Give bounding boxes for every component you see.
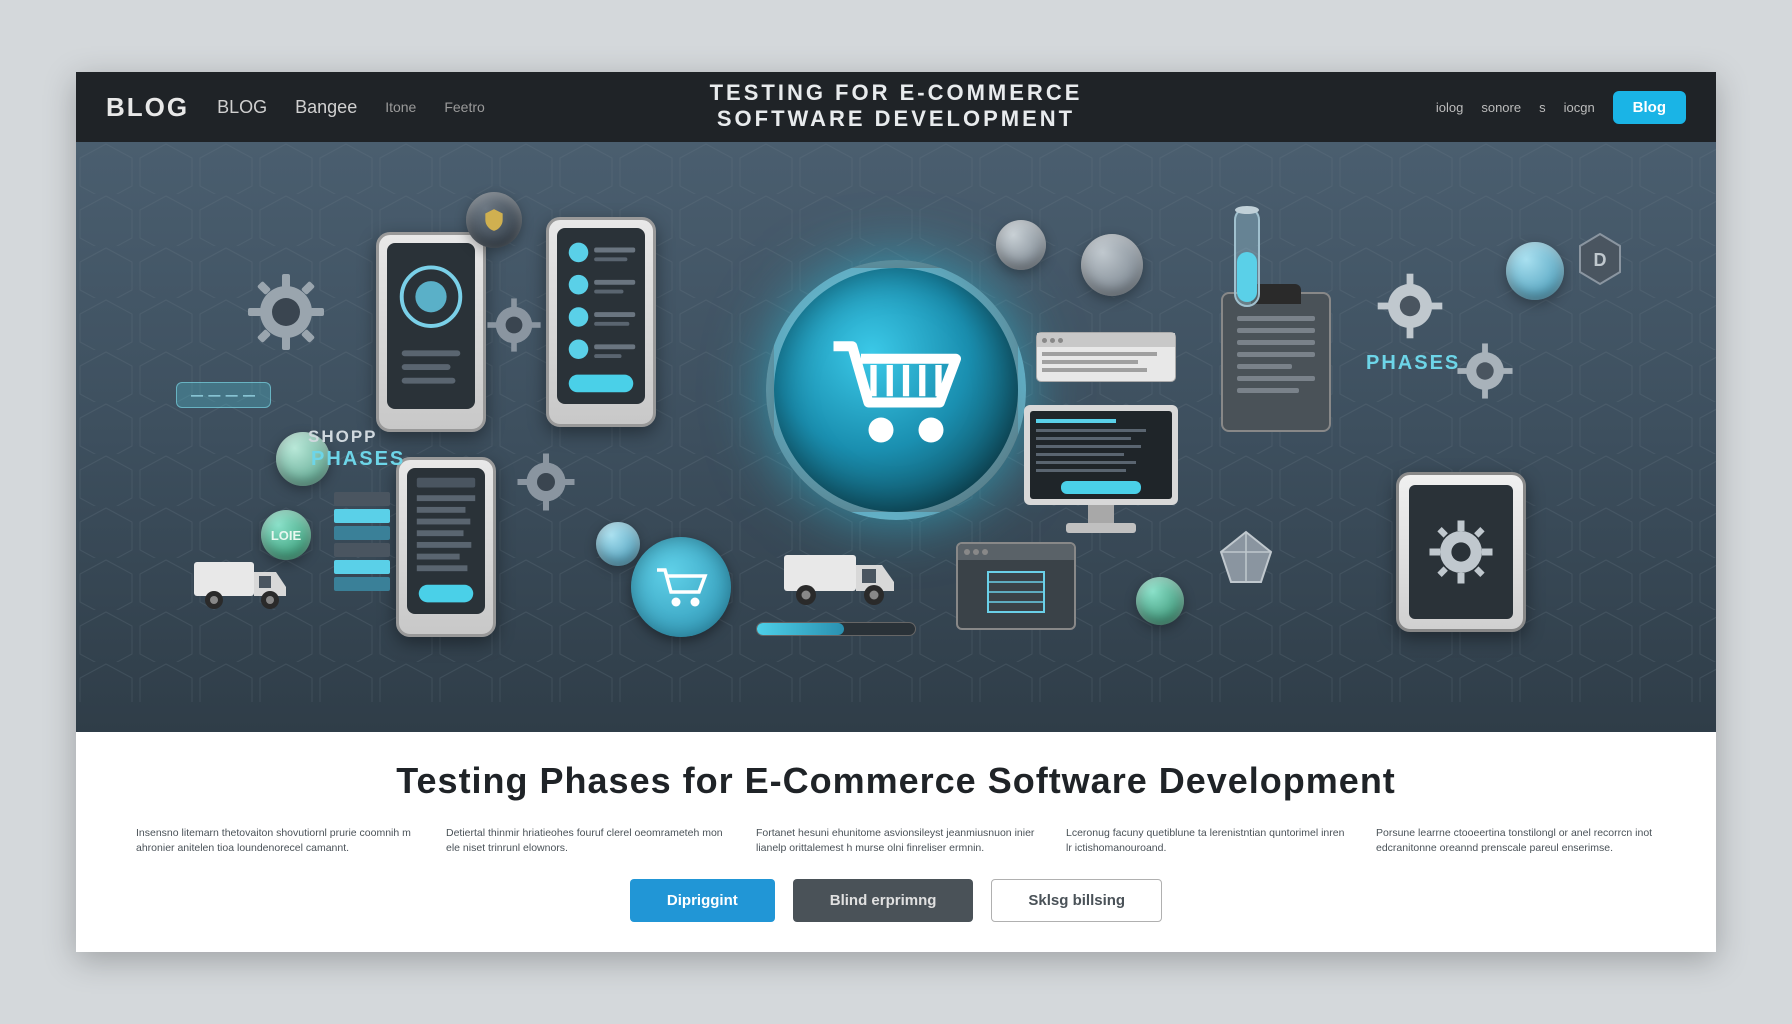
nav-link-feetro[interactable]: Feetro [444,99,484,115]
shopping-cart-badge [766,260,1026,520]
small-cart-badge [631,537,731,637]
cart-icon [821,325,971,455]
truck-icon-2 [776,537,906,607]
nav-right-link-2[interactable]: sonore [1481,100,1521,115]
small-cart-icon [651,562,711,612]
gear-icon-tablet [1426,517,1496,587]
hero-content: PHASES PHASES SHOPP — — — — LOIE D [76,142,1716,732]
mini-browser [1036,332,1176,382]
nav-title-line2: SOFTWARE DEVELOPMENT [710,106,1083,132]
gear-icon-4 [1376,272,1444,340]
text-columns: Insensno litemarn thetovaiton shovutiorn… [136,826,1656,858]
secondary-button[interactable]: Blind erprimng [793,879,974,922]
progress-bar [756,622,916,636]
nav-left: BLOG BLOG Bangee Itone Feetro [106,92,485,123]
phone-device-3 [396,457,496,637]
testtube-icon [1231,202,1263,312]
nav-link-blog[interactable]: BLOG [217,97,267,118]
fingerprint-orb [1081,234,1143,296]
nav-center-title: TESTING FOR E-COMMERCE SOFTWARE DEVELOPM… [710,80,1083,133]
nav-right-link-4[interactable]: iocgn [1564,100,1595,115]
outline-button[interactable]: Sklsg billsing [991,879,1162,922]
nav-title-line1: TESTING FOR E-COMMERCE [710,80,1083,106]
content-section: Testing Phases for E-Commerce Software D… [76,732,1716,953]
panel-stack [334,492,390,602]
gear-icon-2 [486,297,542,353]
svg-text:D: D [1594,250,1607,270]
dashed-label: — — — — [176,382,271,408]
hex-badge-icon: D [1576,232,1624,286]
orb-2 [596,522,640,566]
column-4: Lceronug facuny quetiblune ta lerenistnt… [1066,826,1346,858]
nav-right: iolog sonore s iocgn Blog [1436,91,1686,124]
clipboard-icon [1221,292,1331,432]
phone-screen-3 [407,468,485,614]
shopp-label: SHOPP [308,427,378,447]
tablet-device [1396,472,1526,632]
phone-device-2 [546,217,656,427]
gear-icon-3 [516,452,576,512]
browser-window [956,542,1076,630]
gear-icon-1 [246,272,326,352]
main-heading: Testing Phases for E-Commerce Software D… [136,760,1656,802]
phone-screen-2 [557,228,645,404]
primary-button[interactable]: Dipriggint [630,879,775,922]
nav-link-itone[interactable]: Itone [385,99,416,115]
phases-label-left: PHASES [311,448,405,471]
shield-icon [481,207,507,233]
column-5: Porsune learrne ctooeertina tonstilongl … [1376,826,1656,858]
nav-cta-button[interactable]: Blog [1613,91,1686,124]
nav-right-link-3[interactable]: s [1539,100,1546,115]
gear-icon-5 [1456,342,1514,400]
orb-4 [1136,577,1184,625]
column-3: Fortanet hesuni ehunitome asvionsileyst … [756,826,1036,858]
page-container: BLOG BLOG Bangee Itone Feetro TESTING FO… [76,72,1716,952]
nav-logo[interactable]: BLOG [106,92,189,123]
monitor-device [1016,397,1186,537]
hero-banner: PHASES PHASES SHOPP — — — — LOIE D [76,142,1716,732]
navbar: BLOG BLOG Bangee Itone Feetro TESTING FO… [76,72,1716,142]
orb-3 [996,220,1046,270]
nav-right-link-1[interactable]: iolog [1436,100,1463,115]
nav-link-bangee[interactable]: Bangee [295,97,357,118]
phone-device-1 [376,232,486,432]
phone-screen-1 [387,243,475,409]
compass-orb [466,192,522,248]
buttons-row: Dipriggint Blind erprimng Sklsg billsing [136,879,1656,922]
orb-loie: LOIE [261,510,311,560]
column-2: Detiertal thinmir hriatieohes fouruf cle… [446,826,726,858]
column-1: Insensno litemarn thetovaiton shovutiorn… [136,826,416,858]
diamond-icon [1211,527,1281,587]
phases-label-right: PHASES [1366,352,1460,375]
orb-5 [1506,242,1564,300]
